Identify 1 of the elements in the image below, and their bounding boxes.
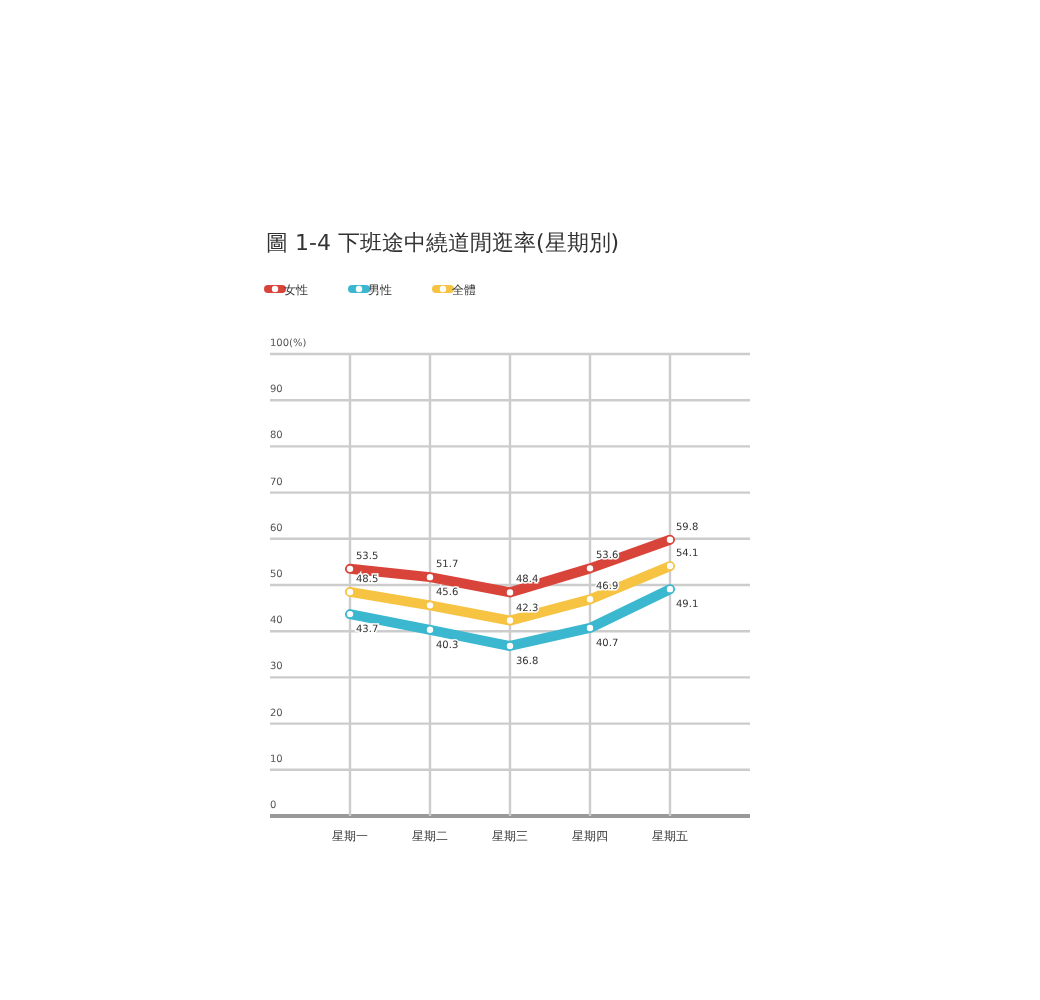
- chart-title: 圖 1-4 下班途中繞道閒逛率(星期別): [266, 230, 620, 256]
